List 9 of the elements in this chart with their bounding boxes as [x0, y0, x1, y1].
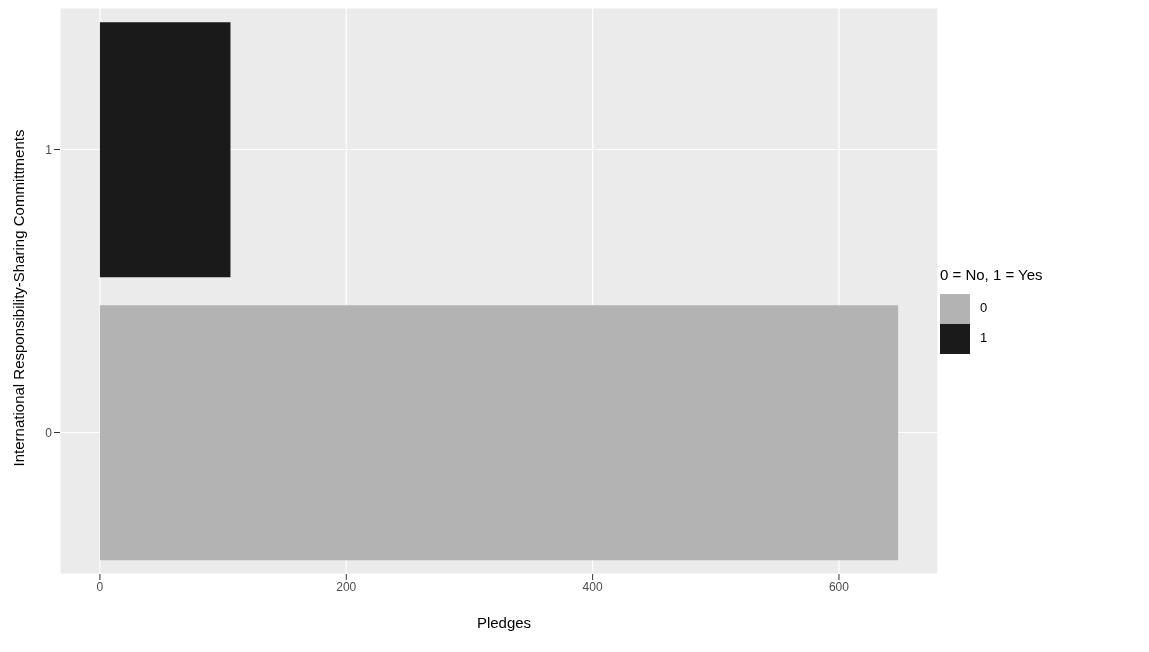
y-axis-title: International Responsibility-Sharing Committments [9, 129, 27, 467]
legend-label: 1 [980, 330, 988, 346]
x-tick-label: 200 [336, 579, 357, 594]
x-tick-label: 400 [582, 579, 603, 594]
legend-label: 0 [980, 300, 988, 316]
x-tick-label: 600 [828, 579, 850, 594]
x-axis-title: Pledges [475, 614, 533, 631]
x-tick-label: 0 [96, 579, 104, 594]
legend-title: 0 = No, 1 = Yes [940, 266, 1043, 283]
